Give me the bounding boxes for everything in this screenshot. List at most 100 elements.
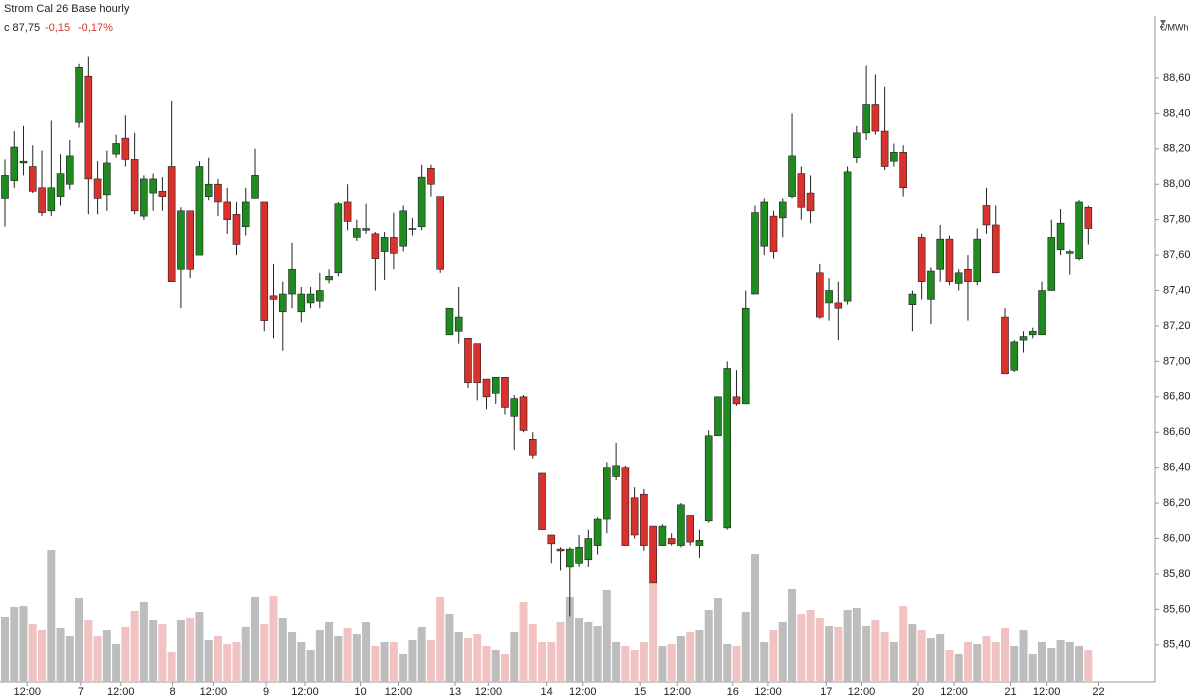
candle-body: [325, 276, 333, 281]
candle-body: [538, 472, 546, 530]
x-tick-label: 12:00: [475, 686, 503, 698]
candle-body: [66, 155, 74, 185]
candle-body: [806, 192, 815, 212]
volume-bar: [880, 632, 889, 682]
volume-bar: [38, 630, 47, 682]
volume-bar: [352, 634, 361, 682]
volume-bar: [1001, 628, 1009, 682]
volume-bar: [463, 638, 472, 682]
volume-bar: [149, 620, 158, 682]
candle-body: [241, 201, 250, 228]
volume-bar: [769, 630, 778, 682]
candle-body: [862, 104, 870, 134]
candle-body: [103, 162, 111, 196]
candle-body: [232, 214, 241, 245]
x-tick-label: 22: [1092, 686, 1104, 698]
candle-body: [695, 539, 704, 546]
volume-bar: [325, 622, 334, 682]
volume-bar: [815, 618, 824, 682]
candle-body: [417, 176, 426, 228]
candle-body: [204, 183, 213, 197]
candle-body: [1019, 336, 1028, 341]
volume-bar: [1010, 646, 1019, 682]
candle-body: [769, 215, 778, 252]
x-tick-label: 16: [727, 686, 739, 698]
volume-bar: [852, 608, 861, 682]
volume-bar: [232, 642, 241, 682]
volume-bar: [667, 644, 676, 682]
candle-body: [408, 228, 417, 230]
volume-bar: [1084, 650, 1093, 682]
volume-bar: [176, 620, 185, 682]
volume-bar: [519, 602, 528, 682]
volume-bar: [963, 642, 972, 682]
candle-body: [390, 237, 398, 254]
volume-bar: [501, 654, 509, 682]
volume-bar: [399, 654, 408, 682]
candle-body: [899, 152, 907, 189]
volume-bar: [139, 602, 148, 682]
volume-bar: [186, 618, 195, 682]
candle-body: [436, 196, 444, 270]
volume-bar: [306, 650, 315, 682]
candle-body: [954, 272, 963, 284]
candle-body: [158, 191, 167, 197]
candle-body: [658, 525, 667, 546]
volume-bar: [297, 642, 306, 682]
volume-bar: [315, 630, 324, 682]
candle-body: [714, 396, 722, 437]
x-tick-label: 12:00: [13, 686, 41, 698]
volume-bar: [1065, 642, 1074, 682]
y-tick-label: 86,80: [1163, 391, 1191, 403]
volume-bar: [936, 634, 945, 682]
volume-bar: [158, 624, 167, 682]
volume-bar: [56, 628, 65, 682]
candle-body: [334, 203, 343, 274]
volume-bar: [899, 606, 908, 682]
volume-bar: [213, 636, 222, 682]
volume-bar: [47, 550, 56, 682]
y-tick-label: 86,00: [1163, 532, 1191, 544]
candle-body: [380, 237, 389, 252]
candle-body: [834, 302, 843, 309]
volume-bar: [973, 644, 982, 682]
volume-bar: [362, 622, 371, 682]
volume-bar: [1, 617, 9, 682]
volume-bar: [630, 650, 639, 682]
candle-body: [760, 201, 769, 247]
candle-body: [140, 178, 148, 217]
candle-body: [1001, 316, 1009, 375]
candle-body: [1047, 237, 1056, 291]
volume-bar: [732, 646, 741, 682]
volume-bar: [1047, 648, 1056, 682]
volume-bar: [343, 628, 352, 682]
y-tick-label: 88,20: [1163, 143, 1191, 155]
candle-body: [28, 166, 37, 192]
volume-bar: [843, 610, 852, 682]
candle-body: [621, 467, 630, 546]
volume-bar: [676, 636, 685, 682]
x-tick-label: 12:00: [1033, 686, 1061, 698]
candle-body: [927, 270, 935, 300]
volume-bar: [954, 654, 963, 682]
candle-body: [93, 178, 102, 199]
candle-body: [612, 465, 620, 477]
candle-body: [473, 343, 482, 383]
volume-bar: [982, 636, 991, 682]
volume-bar: [751, 554, 759, 682]
x-tick-label: 20: [912, 686, 924, 698]
volume-bar: [28, 624, 37, 682]
volume-bar: [945, 650, 954, 682]
volume-bar: [584, 622, 593, 682]
volume-bar: [649, 562, 658, 682]
candle-body: [47, 187, 56, 212]
candle-body: [1028, 330, 1037, 336]
volume-bar: [269, 596, 278, 682]
volume-bar: [491, 650, 500, 682]
candle-body: [936, 238, 944, 270]
candle-body: [84, 75, 93, 180]
volume-bar: [1038, 642, 1047, 682]
volume-bar: [454, 632, 463, 682]
candle-body: [121, 137, 130, 160]
